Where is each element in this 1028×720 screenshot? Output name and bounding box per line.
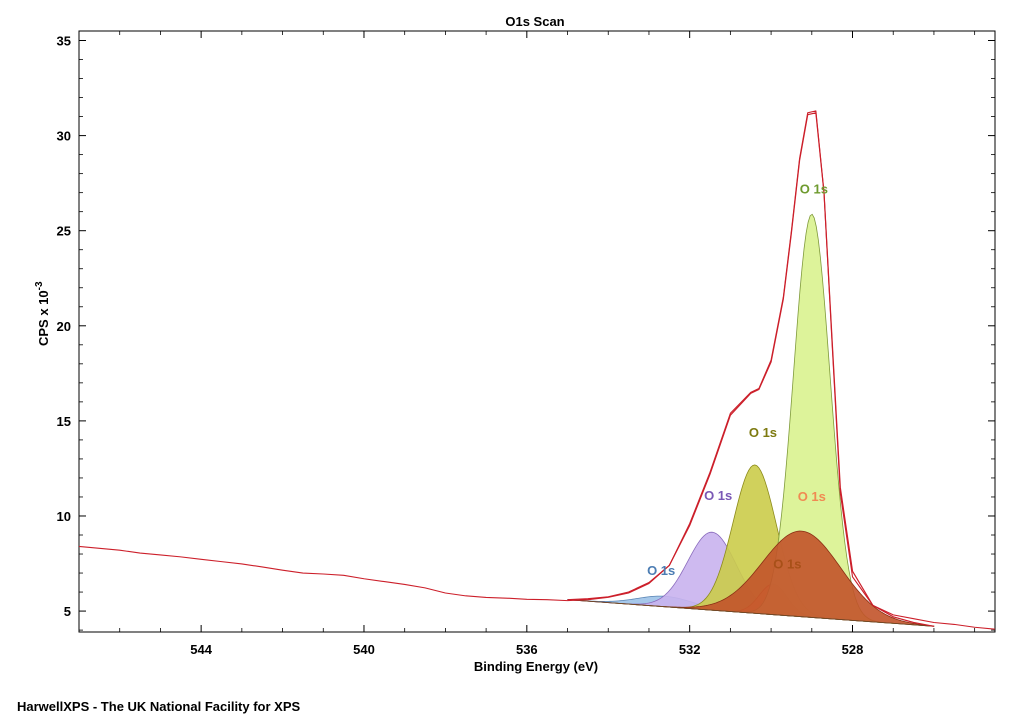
x-tick-label: 528 (842, 642, 864, 657)
raw-spectrum-line (78, 110, 996, 630)
y-tick-label: 10 (57, 509, 71, 524)
peak-labels: O 1s O 1s O 1s O 1s O 1s O 1s (647, 182, 828, 578)
x-tick-label: 544 (190, 642, 212, 657)
plot-frame (78, 30, 996, 633)
x-tick-label: 532 (679, 642, 701, 657)
fit-baseline (567, 599, 934, 627)
chart-title: O1s Scan (505, 14, 564, 29)
y-tick-label: 35 (57, 34, 71, 49)
peak-label-3: O 1s (749, 425, 777, 440)
y-axis-title-exponent: -3 (34, 281, 45, 290)
peak-components (567, 213, 935, 627)
y-axis-title-main: CPS x 10 (36, 290, 51, 346)
y-tick-label: 5 (64, 604, 71, 619)
y-tick-label: 30 (57, 129, 71, 144)
y-axis-title: CPS x 10-3 (34, 281, 51, 346)
x-axis-title: Binding Energy (eV) (474, 659, 598, 674)
peak-label-6: O 1s (798, 489, 826, 504)
axis-ticks: 544 540 536 532 528 5 10 15 20 25 30 35 (57, 31, 995, 657)
footer-text: HarwellXPS - The UK National Facility fo… (17, 699, 301, 714)
peak-label-1: O 1s (647, 563, 675, 578)
y-tick-label: 20 (57, 319, 71, 334)
x-tick-label: 536 (516, 642, 538, 657)
peak-label-4: O 1s (773, 556, 801, 571)
spectrum-lines (78, 110, 996, 630)
x-tick-label: 540 (353, 642, 375, 657)
peak-label-2: O 1s (704, 488, 732, 503)
peak-label-5: O 1s (800, 182, 828, 197)
y-tick-label: 15 (57, 414, 71, 429)
y-tick-label: 25 (57, 224, 71, 239)
